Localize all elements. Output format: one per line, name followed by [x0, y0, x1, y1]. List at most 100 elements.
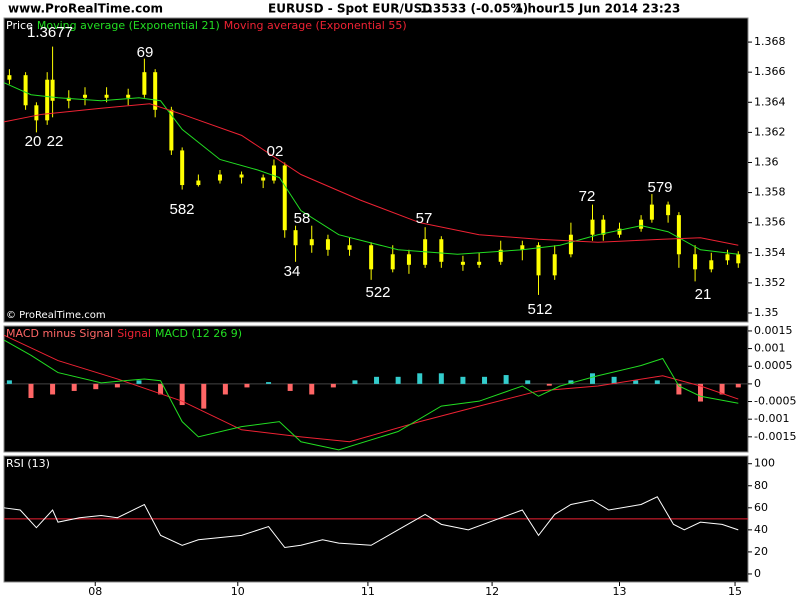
candle-body [23, 75, 28, 106]
panel [3, 17, 749, 323]
candle-body [736, 254, 741, 264]
candle-body [639, 219, 644, 229]
y-tick-label: -0.001 [754, 412, 789, 425]
histogram-bar [503, 375, 509, 384]
histogram-bar [568, 380, 574, 384]
x-tick-label: 15 [728, 585, 742, 598]
legend-entry: Price [6, 19, 33, 32]
histogram-bar [395, 376, 401, 384]
histogram-bar [28, 383, 34, 398]
candle-body [460, 261, 465, 265]
candle-body [369, 245, 374, 270]
histogram-bar [633, 380, 639, 384]
series-line [3, 496, 739, 549]
candle-body [50, 79, 55, 101]
annotation: 582 [169, 201, 194, 218]
x-tick-label: 08 [88, 585, 102, 598]
y-tick-label: 1.362 [754, 125, 786, 138]
x-tick-label: 12 [485, 585, 499, 598]
legend-entry: RSI (13) [6, 457, 50, 470]
x-tick-label: 10 [231, 585, 245, 598]
y-tick-label: 20 [754, 545, 768, 558]
y-tick-label: 0.0015 [754, 324, 793, 337]
y-tick-label: 1.36 [754, 155, 779, 168]
y-tick-label: 1.358 [754, 186, 786, 199]
instrument: EURUSD - Spot EUR/USD [268, 2, 432, 16]
histogram-bar [136, 380, 142, 384]
y-tick-label: -0.0015 [754, 430, 796, 443]
watermark: © ProRealTime.com [6, 310, 106, 321]
timeframe: 1 hour [515, 2, 559, 16]
y-tick-label: 1.354 [754, 246, 786, 259]
annotation: 57 [416, 210, 433, 227]
histogram-bar [158, 383, 164, 395]
annotation: 21 [695, 286, 712, 303]
annotation: 579 [647, 179, 672, 196]
histogram-bar [201, 383, 207, 409]
histogram-bar [654, 380, 660, 384]
candle-body [309, 239, 314, 246]
candle-body [239, 174, 244, 178]
candle-body [104, 94, 109, 98]
legend-entry: Moving average (Exponential 55) [224, 19, 407, 32]
x-tick-label: 11 [361, 585, 375, 598]
histogram-bar [179, 383, 185, 406]
histogram-bar [719, 383, 725, 395]
panel [3, 325, 749, 453]
candle-body [142, 72, 147, 95]
candle-body [153, 72, 158, 110]
histogram-bar [546, 383, 552, 386]
annotation: 1.3677 [27, 24, 73, 41]
candle-body [66, 97, 71, 101]
candle-body [196, 180, 201, 186]
candle-body [34, 105, 39, 121]
annotation: 34 [284, 263, 301, 280]
histogram-bar [438, 373, 444, 384]
y-tick-label: 0.0005 [754, 359, 793, 372]
annotation: 20 [25, 133, 42, 150]
y-tick-label: 1.364 [754, 95, 786, 108]
y-tick-label: -0.0005 [754, 395, 796, 408]
y-tick-label: 40 [754, 523, 768, 536]
histogram-bar [352, 380, 358, 384]
candle-body [261, 177, 266, 181]
candle-body [552, 254, 557, 276]
candle-body [601, 219, 606, 235]
y-tick-label: 0 [754, 377, 761, 390]
candle-body [536, 245, 541, 276]
annotation: 69 [137, 44, 154, 61]
datetime: 15 Jun 2014 23:23 [558, 2, 680, 16]
histogram-bar [222, 383, 228, 395]
y-tick-label: 1.356 [754, 216, 786, 229]
legend-entry: MACD (12 26 9) [155, 327, 242, 340]
candle-body [590, 219, 595, 235]
y-tick-label: 1.352 [754, 276, 786, 289]
histogram-bar [735, 383, 741, 388]
histogram-bar [244, 383, 250, 388]
candle-body [725, 254, 730, 261]
candle-body [271, 165, 276, 181]
plots: 1.35 1.352 1.354 1.356 1.358 1.36 1.362 1.364 1.… [3, 17, 796, 598]
candle-body [568, 234, 573, 255]
histogram-bar [676, 383, 682, 395]
candle-body [477, 261, 482, 265]
candle-body [676, 215, 681, 255]
annotation: 72 [579, 188, 596, 205]
annotation: 02 [267, 143, 284, 160]
histogram-bar [114, 383, 120, 388]
histogram-bar [6, 380, 12, 384]
candle-body [325, 239, 330, 250]
y-tick-label: 80 [754, 479, 768, 492]
candle-body [7, 75, 12, 80]
histogram-bar [93, 383, 99, 390]
y-tick-label: 1.368 [754, 35, 786, 48]
candle-body [217, 174, 222, 181]
y-tick-label: 100 [754, 457, 775, 470]
candle-body [498, 249, 503, 262]
series-line [3, 339, 739, 451]
histogram-bar [525, 380, 531, 384]
histogram-bar [611, 376, 617, 384]
candle-body [282, 165, 287, 231]
